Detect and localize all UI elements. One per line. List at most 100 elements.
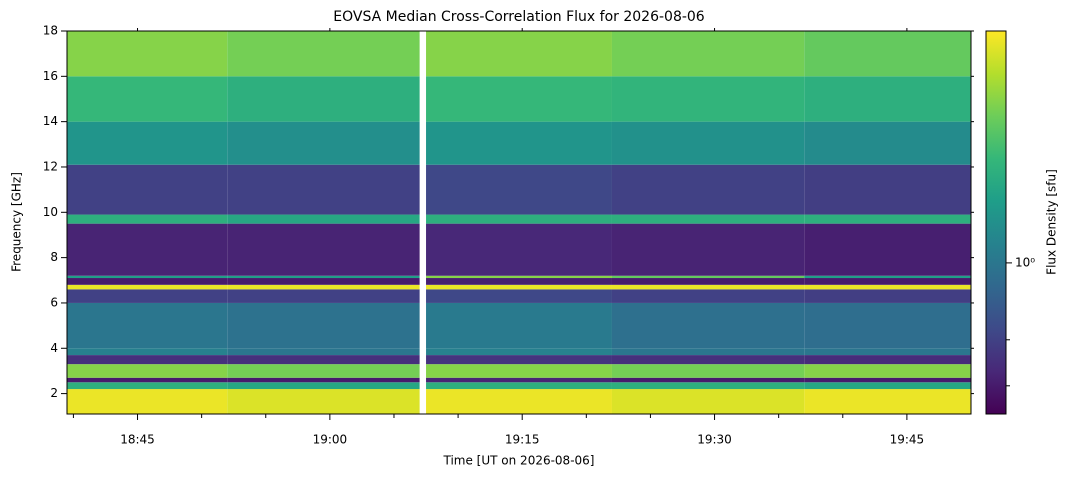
y-tick-label: 16 bbox=[43, 69, 58, 83]
heatmap-cell bbox=[804, 348, 971, 356]
heatmap-cell bbox=[67, 164, 228, 215]
x-tick-label: 19:45 bbox=[890, 433, 925, 447]
heatmap-cell bbox=[67, 389, 228, 414]
heatmap-cell bbox=[227, 355, 420, 365]
heatmap-cell bbox=[227, 121, 420, 165]
heatmap-cell bbox=[426, 302, 612, 349]
heatmap-cell bbox=[67, 302, 228, 349]
heatmap-cell bbox=[67, 348, 228, 356]
heatmap-cell bbox=[804, 31, 971, 77]
heatmap-cell bbox=[804, 214, 971, 224]
heatmap-cell bbox=[227, 275, 420, 279]
heatmap-cell bbox=[227, 223, 420, 276]
heatmap-cell bbox=[67, 355, 228, 365]
heatmap-cell bbox=[611, 284, 805, 290]
heatmap-cell bbox=[426, 31, 612, 77]
heatmap bbox=[67, 31, 971, 414]
y-tick-label: 4 bbox=[50, 341, 58, 355]
heatmap-cell bbox=[611, 278, 805, 285]
heatmap-cell bbox=[227, 31, 420, 77]
heatmap-cell bbox=[227, 382, 420, 390]
y-tick-label: 14 bbox=[43, 114, 58, 128]
heatmap-cell bbox=[804, 121, 971, 165]
x-tick-label: 19:15 bbox=[505, 433, 540, 447]
heatmap-cell bbox=[426, 364, 612, 378]
heatmap-cell bbox=[804, 76, 971, 122]
heatmap-cell bbox=[426, 348, 612, 356]
heatmap-cell bbox=[426, 389, 612, 414]
heatmap-cell bbox=[804, 284, 971, 290]
heatmap-cell bbox=[67, 223, 228, 276]
heatmap-cell bbox=[426, 278, 612, 285]
x-tick-label: 19:00 bbox=[313, 433, 348, 447]
heatmap-cell bbox=[611, 164, 805, 215]
heatmap-cell bbox=[611, 76, 805, 122]
heatmap-cell bbox=[227, 364, 420, 378]
heatmap-cell bbox=[426, 223, 612, 276]
x-tick-label: 19:30 bbox=[697, 433, 732, 447]
colorbar-tick-label: 10⁰ bbox=[1015, 255, 1035, 269]
heatmap-cell bbox=[227, 284, 420, 290]
heatmap-cell bbox=[67, 214, 228, 224]
heatmap-cell bbox=[804, 389, 971, 414]
heatmap-cell bbox=[611, 302, 805, 349]
heatmap-cell bbox=[804, 377, 971, 383]
colorbar bbox=[985, 30, 1007, 415]
heatmap-cell bbox=[611, 121, 805, 165]
heatmap-cell bbox=[227, 214, 420, 224]
y-tick-label: 8 bbox=[50, 250, 58, 264]
heatmap-cell bbox=[67, 377, 228, 383]
heatmap-cell bbox=[804, 223, 971, 276]
heatmap-cell bbox=[67, 289, 228, 303]
heatmap-cell bbox=[611, 355, 805, 365]
heatmap-cell bbox=[804, 275, 971, 279]
heatmap-cell bbox=[611, 382, 805, 390]
heatmap-cell bbox=[426, 355, 612, 365]
heatmap-cell bbox=[804, 164, 971, 215]
heatmap-cell bbox=[227, 164, 420, 215]
heatmap-cell bbox=[804, 278, 971, 285]
heatmap-cell bbox=[227, 377, 420, 383]
heatmap-cell bbox=[611, 214, 805, 224]
heatmap-cell bbox=[67, 278, 228, 285]
y-tick-label: 2 bbox=[50, 386, 58, 400]
chart-title: EOVSA Median Cross-Correlation Flux for … bbox=[333, 9, 705, 25]
heatmap-cell bbox=[426, 121, 612, 165]
y-axis-label: Frequency [GHz] bbox=[10, 172, 24, 272]
heatmap-cell bbox=[426, 76, 612, 122]
y-tick-label: 18 bbox=[43, 24, 58, 38]
heatmap-cell bbox=[227, 302, 420, 349]
colorbar-label: Flux Density [sfu] bbox=[1045, 169, 1059, 275]
heatmap-cell bbox=[611, 223, 805, 276]
heatmap-cell bbox=[426, 289, 612, 303]
x-tick-label: 18:45 bbox=[120, 433, 155, 447]
heatmap-cell bbox=[67, 31, 228, 77]
heatmap-cell bbox=[611, 275, 805, 279]
heatmap-cell bbox=[611, 348, 805, 356]
y-tick-label: 10 bbox=[43, 205, 58, 219]
heatmap-cell bbox=[227, 289, 420, 303]
heatmap-cell bbox=[67, 364, 228, 378]
heatmap-cell bbox=[426, 214, 612, 224]
x-axis-label: Time [UT on 2026-08-06] bbox=[443, 454, 595, 468]
heatmap-cell bbox=[67, 284, 228, 290]
heatmap-cell bbox=[426, 275, 612, 279]
heatmap-cell bbox=[227, 348, 420, 356]
y-tick-label: 6 bbox=[50, 295, 58, 309]
heatmap-cell bbox=[611, 31, 805, 77]
heatmap-cell bbox=[426, 382, 612, 390]
heatmap-cell bbox=[804, 355, 971, 365]
heatmap-cell bbox=[804, 382, 971, 390]
heatmap-cell bbox=[67, 76, 228, 122]
heatmap-cell bbox=[227, 76, 420, 122]
heatmap-cell bbox=[227, 389, 420, 414]
heatmap-cell bbox=[611, 289, 805, 303]
heatmap-cell bbox=[426, 284, 612, 290]
heatmap-cell bbox=[426, 164, 612, 215]
y-tick-label: 12 bbox=[43, 159, 58, 173]
heatmap-cell bbox=[67, 121, 228, 165]
heatmap-cell bbox=[611, 389, 805, 414]
heatmap-cell bbox=[67, 382, 228, 390]
heatmap-cell bbox=[67, 275, 228, 279]
